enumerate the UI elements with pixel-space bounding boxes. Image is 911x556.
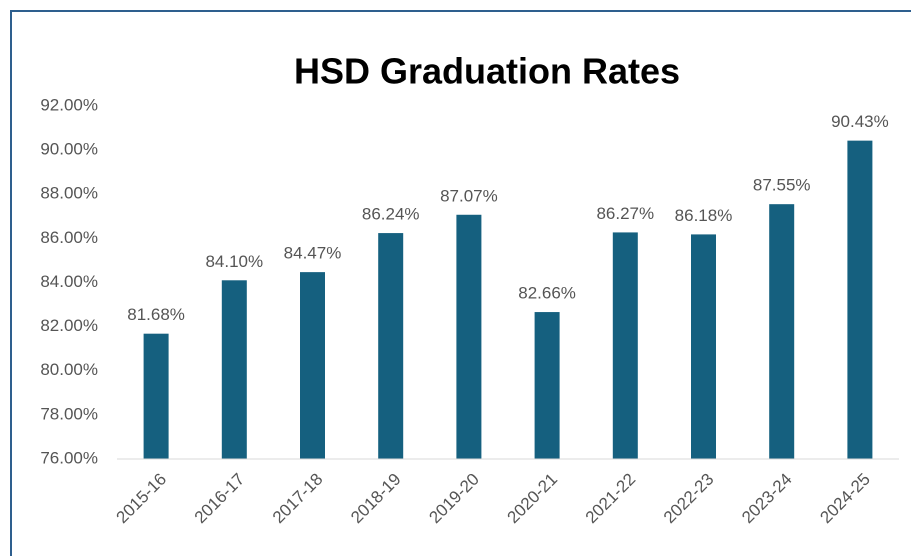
bar bbox=[847, 140, 873, 459]
bar bbox=[300, 272, 325, 459]
y-tick-label: 88.00% bbox=[40, 184, 98, 203]
bar bbox=[769, 204, 795, 459]
x-tick-label: 2018-19 bbox=[347, 470, 405, 528]
value-label: 81.68% bbox=[127, 305, 185, 324]
value-label: 84.47% bbox=[284, 244, 342, 263]
y-tick-label: 92.00% bbox=[40, 95, 98, 114]
x-tick-label: 2015-16 bbox=[113, 470, 171, 528]
y-tick-label: 86.00% bbox=[40, 228, 98, 247]
x-tick-label: 2020-21 bbox=[504, 470, 562, 528]
value-label: 86.27% bbox=[596, 204, 654, 223]
bar bbox=[534, 312, 560, 459]
y-tick-label: 84.00% bbox=[40, 272, 98, 291]
x-tick-label: 2019-20 bbox=[425, 470, 483, 528]
x-tick-label: 2016-17 bbox=[191, 470, 249, 528]
chart-title: HSD Graduation Rates bbox=[294, 51, 680, 92]
y-tick-label: 82.00% bbox=[40, 316, 98, 335]
y-tick-label: 78.00% bbox=[40, 404, 98, 423]
bar bbox=[221, 280, 247, 459]
value-label: 87.07% bbox=[440, 186, 498, 205]
x-tick-label: 2021-22 bbox=[582, 470, 640, 528]
x-tick-label: 2024-25 bbox=[816, 470, 874, 528]
value-label: 86.18% bbox=[675, 206, 733, 225]
bar bbox=[378, 233, 404, 459]
y-tick-label: 76.00% bbox=[40, 448, 98, 467]
frame bbox=[10, 10, 911, 556]
value-label: 82.66% bbox=[518, 284, 576, 303]
x-tick-label: 2017-18 bbox=[269, 470, 327, 528]
bar bbox=[456, 214, 482, 459]
y-tick-label: 80.00% bbox=[40, 360, 98, 379]
value-label: 86.24% bbox=[362, 205, 420, 224]
value-label: 87.55% bbox=[753, 176, 811, 195]
x-tick-label: 2022-23 bbox=[660, 470, 718, 528]
y-tick-label: 90.00% bbox=[40, 140, 98, 159]
bar bbox=[143, 333, 169, 459]
x-tick-label: 2023-24 bbox=[738, 470, 796, 528]
bar bbox=[691, 234, 716, 459]
value-label: 90.43% bbox=[831, 112, 889, 131]
value-label: 84.10% bbox=[205, 252, 263, 271]
bar bbox=[612, 232, 638, 459]
